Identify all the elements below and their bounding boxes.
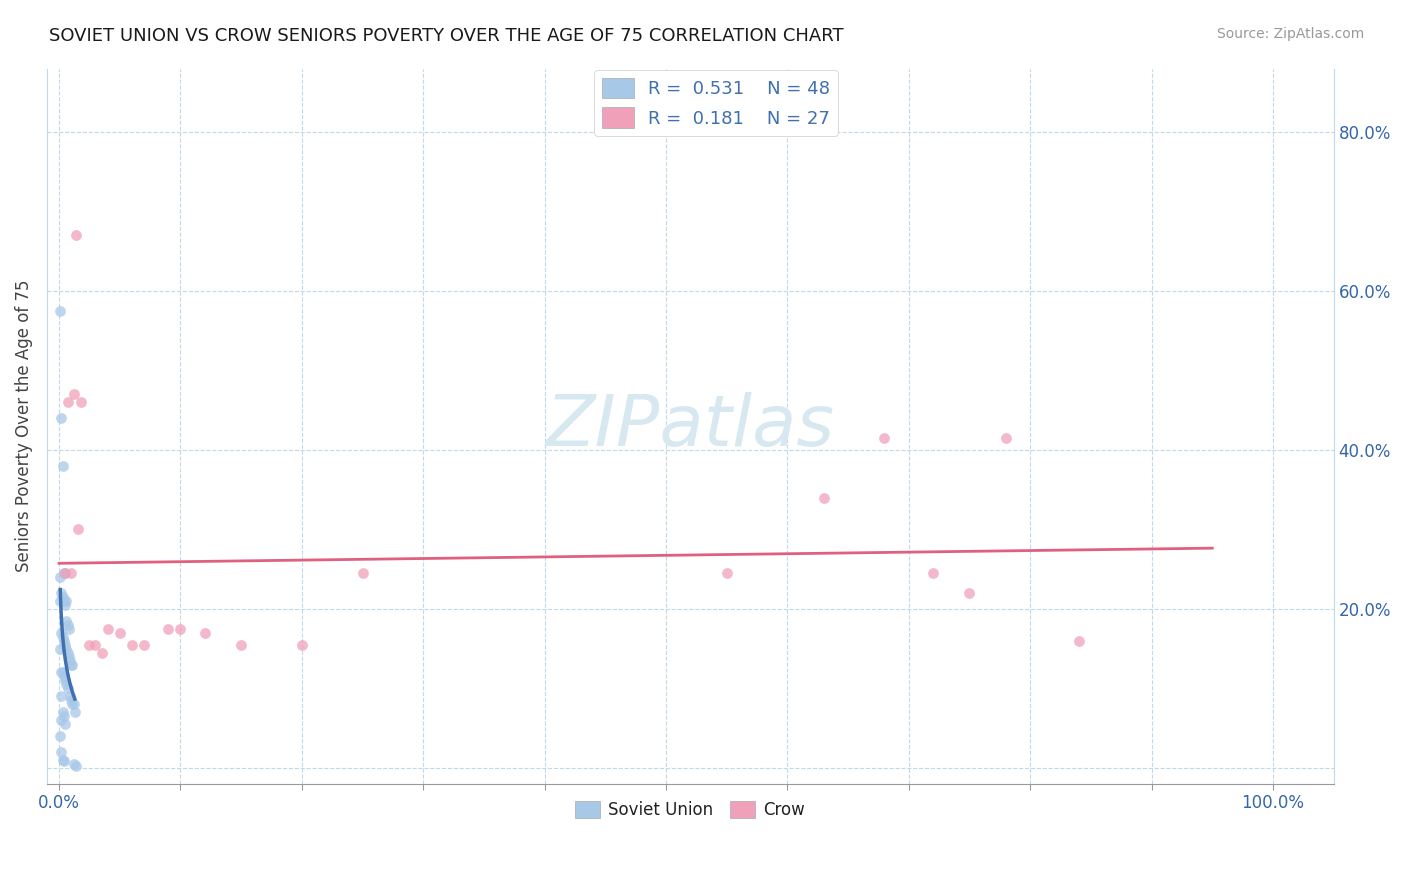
Point <box>1067 633 1090 648</box>
Point <box>52 755 75 769</box>
Y-axis label: Seniors Poverty Over the Age of 75: Seniors Poverty Over the Age of 75 <box>15 280 32 573</box>
Point <box>58 622 80 636</box>
Point <box>52 590 75 604</box>
Legend: Soviet Union, Crow: Soviet Union, Crow <box>568 794 813 825</box>
Point <box>51 690 73 704</box>
Point <box>60 657 83 672</box>
Point <box>352 566 374 581</box>
Point <box>58 649 80 664</box>
Point <box>52 669 75 683</box>
Point <box>994 431 1017 445</box>
Point <box>59 654 82 668</box>
Point <box>56 617 79 632</box>
Point <box>56 646 79 660</box>
Point <box>65 228 87 243</box>
Point <box>873 431 896 445</box>
Point <box>194 625 217 640</box>
Point <box>51 665 73 680</box>
Point <box>90 646 112 660</box>
Point <box>52 633 75 648</box>
Point <box>84 638 107 652</box>
Point <box>56 395 79 409</box>
Point <box>229 638 252 652</box>
Point <box>60 657 83 672</box>
Point <box>49 304 72 318</box>
Point <box>959 586 981 600</box>
Text: SOVIET UNION VS CROW SENIORS POVERTY OVER THE AGE OF 75 CORRELATION CHART: SOVIET UNION VS CROW SENIORS POVERTY OVE… <box>49 27 844 45</box>
Point <box>716 566 738 581</box>
Point <box>56 681 79 696</box>
Point <box>53 566 76 581</box>
Point <box>52 630 75 644</box>
Point <box>60 693 83 707</box>
Point <box>51 625 73 640</box>
Point <box>132 638 155 652</box>
Point <box>51 713 73 727</box>
Point <box>67 523 90 537</box>
Point <box>70 395 93 409</box>
Point <box>55 594 77 608</box>
Point <box>53 638 76 652</box>
Point <box>52 458 75 473</box>
Point <box>52 753 75 767</box>
Point <box>291 638 314 652</box>
Point <box>53 717 76 731</box>
Point <box>65 759 87 773</box>
Point <box>51 586 73 600</box>
Point <box>49 641 72 656</box>
Point <box>62 387 84 401</box>
Point <box>49 594 72 608</box>
Point <box>922 566 945 581</box>
Point <box>169 622 191 636</box>
Point <box>62 756 84 771</box>
Point <box>53 673 76 688</box>
Point <box>49 570 72 584</box>
Point <box>813 491 835 505</box>
Point <box>55 641 77 656</box>
Point <box>157 622 180 636</box>
Point <box>53 566 76 581</box>
Text: ZIPatlas: ZIPatlas <box>546 392 835 460</box>
Point <box>51 411 73 425</box>
Point <box>97 622 120 636</box>
Point <box>59 690 82 704</box>
Point <box>52 709 75 723</box>
Point <box>52 665 75 680</box>
Point <box>60 698 83 712</box>
Point <box>63 705 86 719</box>
Point <box>49 729 72 743</box>
Text: Source: ZipAtlas.com: Source: ZipAtlas.com <box>1216 27 1364 41</box>
Point <box>121 638 143 652</box>
Point <box>53 598 76 612</box>
Point <box>52 566 75 581</box>
Point <box>108 625 131 640</box>
Point <box>55 614 77 628</box>
Point <box>52 705 75 719</box>
Point <box>60 566 83 581</box>
Point <box>55 677 77 691</box>
Point <box>52 594 75 608</box>
Point <box>79 638 101 652</box>
Point <box>62 698 84 712</box>
Point <box>51 745 73 759</box>
